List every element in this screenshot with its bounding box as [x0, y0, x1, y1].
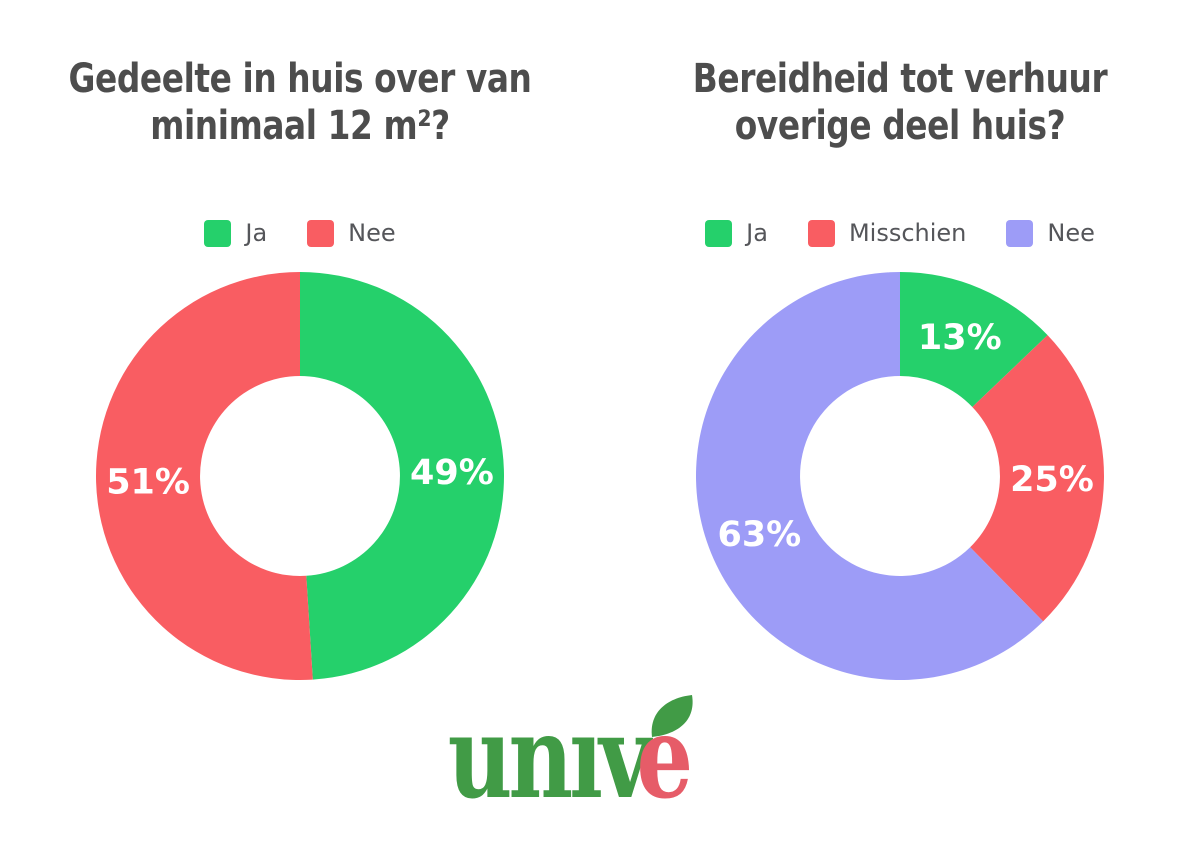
- legend-item-ja: Ja: [204, 219, 267, 247]
- legend-label-nee: Nee: [348, 219, 396, 247]
- donut-segment-ja: [300, 272, 504, 680]
- chart-title-right-line2: overige deel huis?: [734, 103, 1066, 150]
- donut-segment-nee: [696, 272, 1044, 680]
- legend-left: Ja Nee: [0, 219, 600, 247]
- slice-label-nee: 51%: [106, 462, 190, 502]
- slice-label-ja: 13%: [918, 318, 1002, 358]
- donut-chart-left: 49% 51%: [95, 272, 504, 680]
- chart-title-left-line2: minimaal 12 m²?: [150, 103, 450, 150]
- legend-label-ja: Ja: [746, 219, 768, 247]
- chart-panel-right: Bereidheid tot verhuur overige deel huis…: [600, 0, 1200, 700]
- legend-item-nee: Nee: [1006, 219, 1095, 247]
- slice-label-misschien: 25%: [1010, 460, 1094, 500]
- donut-segment-misschien: [970, 335, 1104, 622]
- legend-item-ja: Ja: [705, 219, 768, 247]
- chart-panel-left: Gedeelte in huis over van minimaal 12 m²…: [0, 0, 600, 700]
- legend-item-misschien: Misschien: [807, 219, 967, 247]
- chart-title-left-line1: Gedeelte in huis over van: [68, 56, 532, 102]
- legend-swatch-ja: [204, 219, 232, 247]
- legend-swatch-nee: [1006, 219, 1034, 247]
- legend-swatch-misschien: [807, 219, 835, 247]
- legend-swatch-nee: [307, 219, 335, 247]
- chart-title-left: Gedeelte in huis over van minimaal 12 m²…: [54, 56, 546, 150]
- slice-label-nee: 63%: [717, 515, 801, 555]
- unive-logo: unıv e: [0, 695, 1200, 815]
- legend-label-ja: Ja: [245, 219, 268, 247]
- logo-wordmark-green: unıv: [448, 695, 653, 815]
- legend-label-nee: Nee: [1047, 219, 1095, 247]
- slice-label-ja: 49%: [410, 453, 494, 493]
- legend-swatch-ja: [705, 219, 733, 247]
- legend-label-misschien: Misschien: [848, 219, 967, 247]
- logo-leaf-icon: [651, 695, 693, 737]
- legend-right: Ja Misschien Nee: [600, 219, 1200, 247]
- donut-segment-nee: [95, 272, 313, 680]
- donut-chart-right: 13% 25% 63%: [696, 272, 1104, 680]
- unive-logo-svg: unıv e: [448, 695, 694, 815]
- chart-title-right: Bereidheid tot verhuur overige deel huis…: [654, 56, 1146, 150]
- donut-segment-ja: [900, 272, 1048, 407]
- legend-item-nee: Nee: [307, 219, 396, 247]
- chart-title-right-line1: Bereidheid tot verhuur: [692, 56, 1108, 102]
